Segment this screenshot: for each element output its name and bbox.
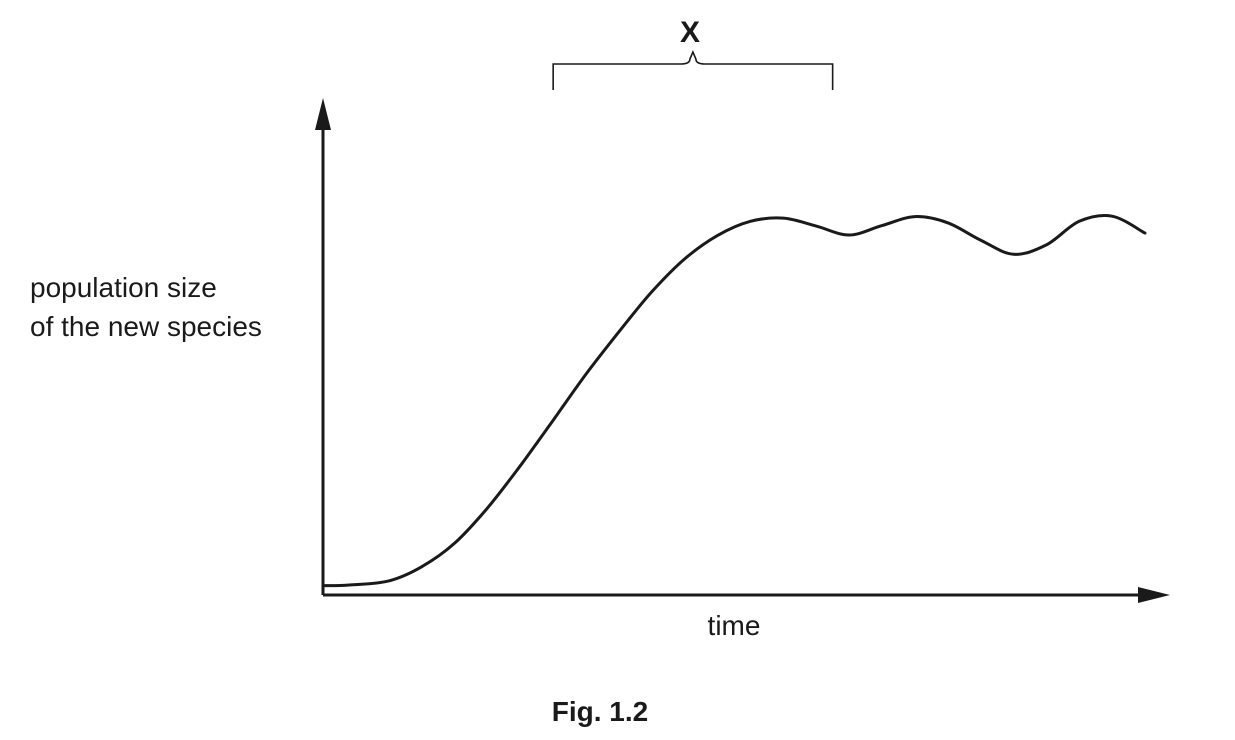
x-axis-arrowhead xyxy=(1138,587,1170,603)
series-line-0 xyxy=(321,213,1147,588)
y-axis-label-line-2: of the new species xyxy=(30,311,262,342)
y-axis-label-line-1: population size xyxy=(30,272,217,303)
bracket-label: X xyxy=(680,16,700,49)
x-axis-label: time xyxy=(708,610,761,641)
figure-caption: Fig. 1.2 xyxy=(552,696,648,727)
y-axis-arrowhead xyxy=(315,98,331,130)
bracket-annotation-0 xyxy=(552,49,834,90)
plot-area xyxy=(315,49,1170,603)
